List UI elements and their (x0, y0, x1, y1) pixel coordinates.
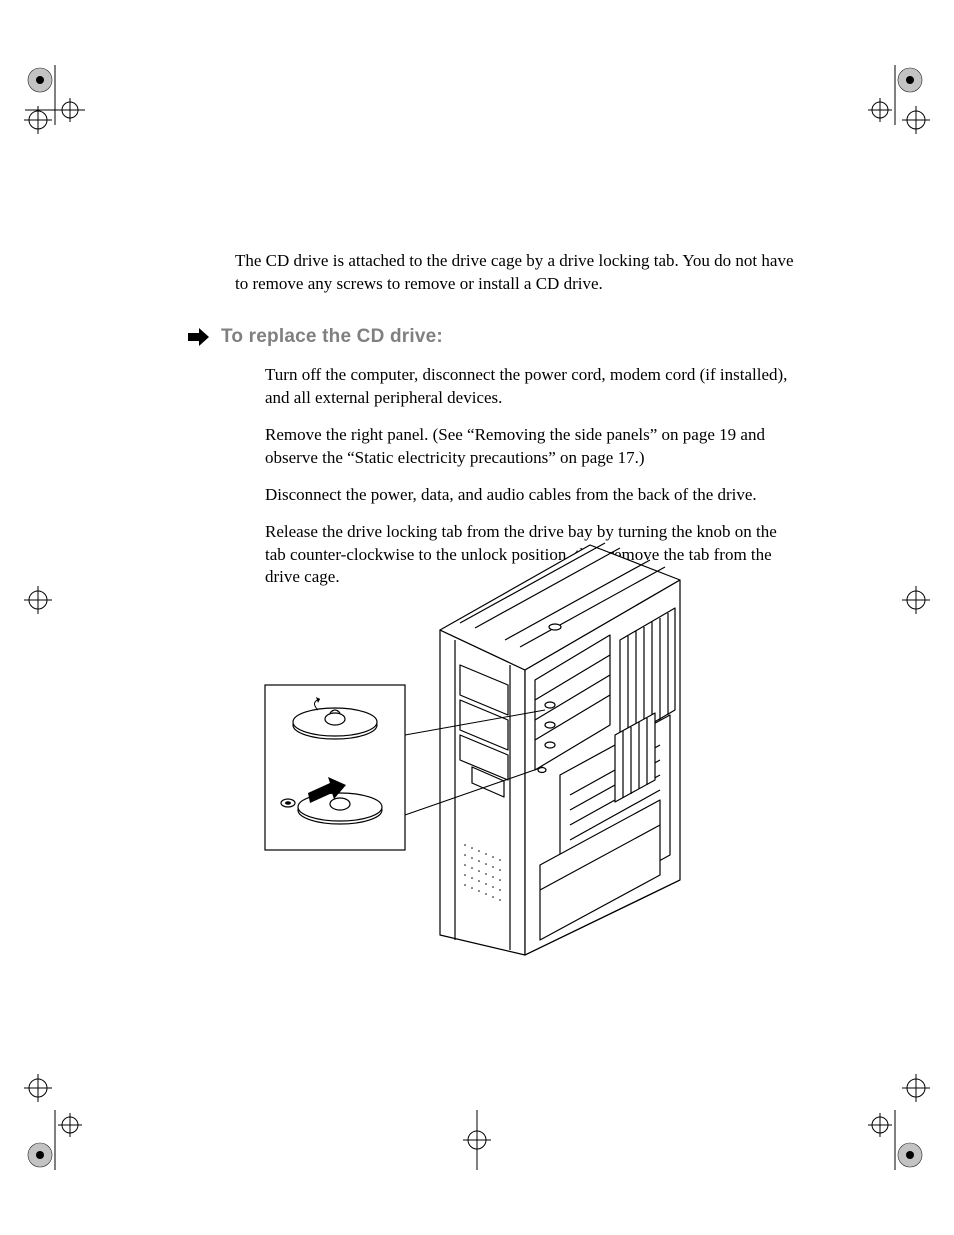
step-3: Disconnect the power, data, and audio ca… (265, 484, 800, 507)
reg-mark-left-mid (18, 580, 78, 640)
heading-text: To replace the CD drive: (221, 326, 443, 348)
computer-case-illustration (260, 535, 720, 965)
intro-paragraph: The CD drive is attached to the drive ca… (235, 250, 805, 296)
crop-mark-bc (447, 1110, 507, 1170)
arrow-right-icon (185, 324, 211, 350)
reg-mark-right-1 (896, 100, 954, 160)
crop-mark-bl (25, 1110, 85, 1170)
step-1: Turn off the computer, disconnect the po… (265, 364, 800, 410)
reg-mark-left-1 (18, 100, 78, 160)
step-2: Remove the right panel. (See “Removing t… (265, 424, 800, 470)
reg-mark-right-mid (896, 580, 954, 640)
procedure-heading: To replace the CD drive: (185, 324, 805, 350)
crop-mark-br (865, 1110, 925, 1170)
